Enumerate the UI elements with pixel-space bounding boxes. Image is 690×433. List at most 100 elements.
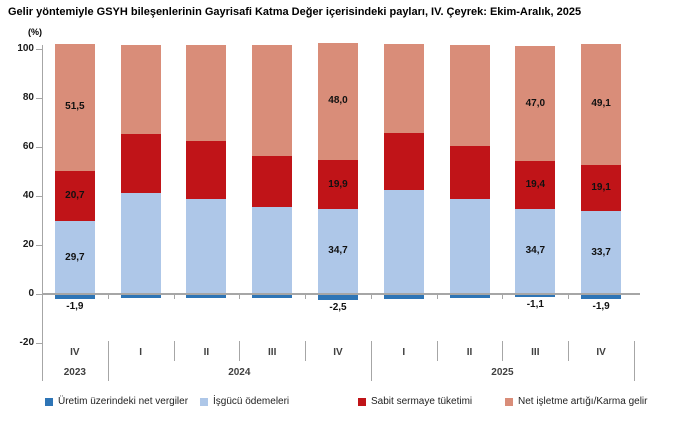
bar-segment [515,161,556,209]
y-axis-tick-label: 80 [22,92,34,103]
x-axis-quarter-divider [502,341,504,361]
x-axis-quarter-divider [436,341,438,361]
legend-label: Net işletme artığı/Karma gelir [518,396,648,407]
x-axis-year-label: 2024 [228,367,251,378]
chart-title: Gelir yöntemiyle GSYH bileşenlerinin Gay… [8,6,582,18]
bar-segment-negative [449,294,490,298]
bar-segment [449,45,490,147]
bar-segment [383,132,424,191]
y-axis-unit-label: (%) [28,27,42,37]
bar-segment [449,146,490,200]
bar-segment-negative [186,294,227,298]
bar-segment-value-label: 29,7 [65,251,85,263]
bar-segment [581,164,622,212]
x-axis-tick [239,295,241,299]
legend-swatch-net-isletme-icon [505,397,513,406]
x-axis-quarter-label: IV [333,347,343,358]
bar-segment-negative [383,294,424,299]
bar-segment [318,160,358,209]
bar-segment-negative [120,294,161,298]
legend-item-sabit-sermaye: Sabit sermaye tüketimi [358,396,472,407]
bar-segment [252,207,293,294]
y-axis-tick-label: 0 [28,288,34,299]
legend-swatch-sabit-sermaye-icon [358,397,366,406]
bar-segment [581,44,622,165]
bar-segment-negative [581,294,622,299]
bar-segment [318,208,358,294]
x-axis-year-divider [370,341,372,381]
bar-negative-value-label: -1,9 [592,300,610,312]
bar-segment-negative [318,294,358,301]
x-axis-right-border [634,341,635,381]
x-axis-quarter-label: I [402,347,406,358]
bar-negative-value-label: -1,1 [526,298,544,310]
bar-segment [318,42,358,161]
bar-segment-value-label: 51,5 [65,101,85,113]
bar-segment [515,46,556,162]
bar-segment [186,45,227,142]
legend-item-net-isletme: Net işletme artığı/Karma gelir [505,396,648,407]
x-axis-quarter-label: III [268,347,277,358]
bar-segment-negative [515,294,556,297]
y-axis-tick-label: 100 [17,43,34,54]
bar-segment-value-label: 47,0 [525,97,546,109]
legend-label: Sabit sermaye tüketimi [371,396,473,407]
bar-segment-value-label: 34,7 [525,245,546,257]
bar-segment [581,211,622,294]
y-axis-tick-label: -20 [19,337,34,348]
x-axis-year-label: 2025 [491,367,514,378]
bar-segment [383,190,424,294]
x-axis-quarter-label: II [203,347,210,358]
y-axis-tick [36,343,42,344]
x-axis-quarter-label: II [466,347,473,358]
bar-segment-value-label: 20,7 [65,189,85,201]
y-axis-tick-label: 60 [22,141,34,152]
x-axis-tick [173,295,175,299]
bar-segment-value-label: 19,4 [525,179,546,191]
bar-segment [515,208,556,294]
x-axis-quarter-divider [305,341,307,361]
x-axis-tick [370,295,372,299]
bar-segment [252,45,293,157]
bar-segment [120,192,161,294]
y-axis-tick [36,49,42,50]
legend-item-net-vergiler: Üretim üzerindeki net vergiler [45,396,188,407]
bar-segment [449,199,490,294]
y-axis-tick [36,98,42,99]
legend-swatch-isgucu-icon [200,397,208,406]
x-axis-tick [107,295,109,299]
x-axis-tick [568,295,570,299]
y-axis-tick [36,196,42,197]
bar-segment [54,44,95,171]
x-axis-quarter-divider [568,341,570,361]
bar-segment-negative [252,294,293,298]
bar-segment-value-label: 49,1 [591,98,611,110]
y-axis-tick [36,147,42,148]
x-axis-year-divider [107,341,109,381]
bar-negative-value-label: -1,9 [66,300,84,312]
x-axis-tick [436,295,438,299]
x-axis-tick [502,295,504,299]
bar-segment [54,221,95,294]
y-axis-tick-label: 40 [22,190,34,201]
x-axis-quarter-divider [239,341,241,361]
y-axis-tick [36,294,42,295]
x-axis-zero-line [42,293,640,295]
x-axis-quarter-label: IV [70,347,80,358]
legend-swatch-net-vergiler-icon [45,397,53,406]
bar-segment [120,134,161,193]
bar-segment-value-label: 33,7 [591,246,611,258]
y-axis-tick-label: 20 [22,239,34,250]
x-axis-tick [305,295,307,299]
legend-label: İşgücü ödemeleri [213,396,290,407]
bar-segment [252,156,293,208]
bar-segment [54,170,95,222]
bar-segment-value-label: 48,0 [328,95,348,107]
bar-segment-value-label: 19,1 [591,182,611,194]
legend-item-isgucu-odemeleri: İşgücü ödemeleri [200,396,289,407]
y-axis-tick [36,245,42,246]
x-axis-quarter-divider [173,341,175,361]
bar-segment-value-label: 19,9 [328,178,348,190]
bar-segment [120,45,161,135]
